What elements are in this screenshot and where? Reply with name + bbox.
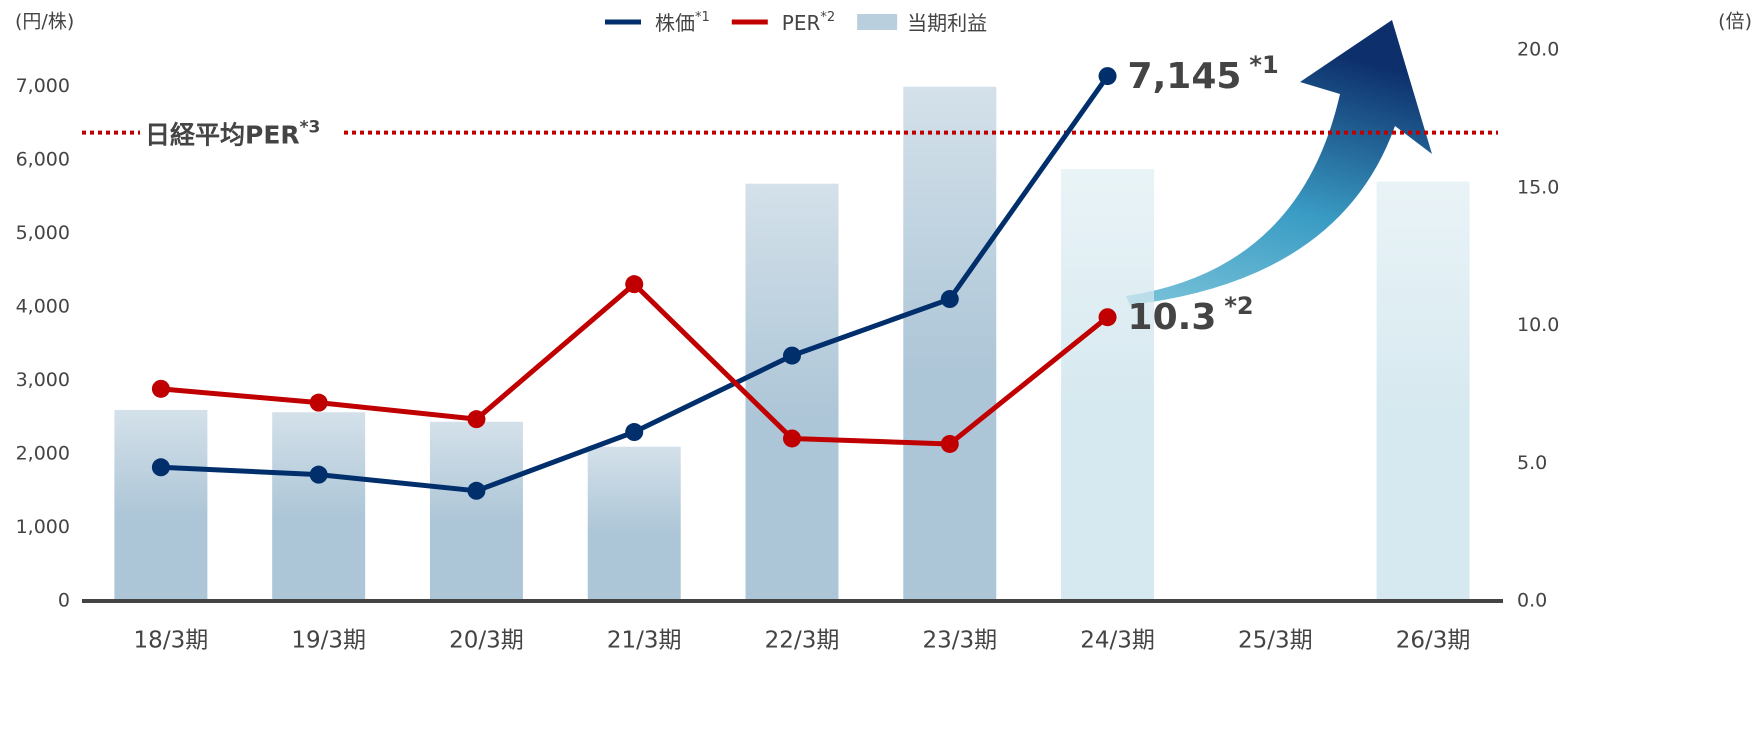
line-point <box>1098 308 1117 327</box>
line-point <box>309 393 328 412</box>
y2-tick-label: 0.0 <box>1517 590 1547 612</box>
legend-label: PER*2 <box>782 10 835 35</box>
y-tick-label: 1,000 <box>16 516 70 538</box>
y2-axis-label: (倍) <box>1718 11 1752 33</box>
x-tick-label: 24/3期 <box>1080 628 1155 654</box>
x-tick-label: 20/3期 <box>449 628 524 654</box>
data-label: 7,145 *1 <box>1128 51 1279 97</box>
data-label-note: *1 <box>1249 51 1278 79</box>
legend-label: 当期利益 <box>907 11 987 35</box>
y-tick-label: 5,000 <box>16 222 70 244</box>
legend-label-note: *1 <box>695 10 710 25</box>
x-tick-label: 25/3期 <box>1238 628 1313 654</box>
line-point <box>783 429 801 448</box>
bar <box>745 183 839 601</box>
line-point <box>467 410 486 429</box>
legend-label-text: 当期利益 <box>907 11 987 35</box>
legend-label-note: *2 <box>820 10 835 25</box>
growth-arrow <box>1126 20 1432 305</box>
y-tick-label: 2,000 <box>16 443 70 465</box>
y-tick-label: 0 <box>58 590 70 612</box>
line-point <box>940 434 959 453</box>
y-tick-label: 6,000 <box>16 149 70 171</box>
bar <box>587 446 681 601</box>
x-tick-label: 21/3期 <box>607 628 682 654</box>
line-point <box>1098 67 1117 86</box>
line-point <box>940 290 959 309</box>
legend-label-text: 株価 <box>655 11 695 35</box>
legend-label-text: PER <box>782 11 821 35</box>
x-tick-label: 22/3期 <box>765 628 840 654</box>
line-point <box>151 379 170 398</box>
data-label: 10.3 *2 <box>1128 292 1254 338</box>
data-label-value: 7,145 <box>1128 56 1242 97</box>
x-tick-label: 23/3期 <box>922 628 997 654</box>
reference-label: 日経平均PER*3 <box>145 118 320 150</box>
bar <box>1061 169 1155 602</box>
bar <box>429 421 523 601</box>
line-point <box>309 465 328 484</box>
y2-tick-label: 15.0 <box>1517 176 1559 198</box>
x-tick-label: 26/3期 <box>1396 628 1471 654</box>
y-tick-label: 3,000 <box>16 369 70 391</box>
bar <box>272 412 366 601</box>
reference-label-text: 日経平均PER <box>145 121 300 150</box>
reference-label-note: *3 <box>300 118 321 138</box>
legend-swatch <box>857 14 898 30</box>
data-label-value: 10.3 <box>1128 297 1217 338</box>
bar <box>114 409 208 601</box>
y2-tick-label: 10.0 <box>1517 314 1559 336</box>
line-point <box>467 481 486 500</box>
line-point <box>151 458 170 477</box>
legend-label: 株価*1 <box>655 10 710 35</box>
line-point <box>625 423 644 442</box>
y-axis-label: (円/株) <box>15 11 74 33</box>
data-label-note: *2 <box>1224 292 1253 320</box>
bar <box>1376 181 1470 601</box>
y-tick-label: 4,000 <box>16 296 70 318</box>
line-point <box>783 346 801 365</box>
line-point <box>625 275 644 294</box>
y-tick-label: 7,000 <box>16 75 70 97</box>
x-tick-label: 18/3期 <box>134 628 209 654</box>
y2-tick-label: 5.0 <box>1517 452 1547 474</box>
y2-tick-label: 20.0 <box>1517 39 1559 61</box>
x-tick-label: 19/3期 <box>291 628 366 654</box>
bar <box>903 86 997 601</box>
